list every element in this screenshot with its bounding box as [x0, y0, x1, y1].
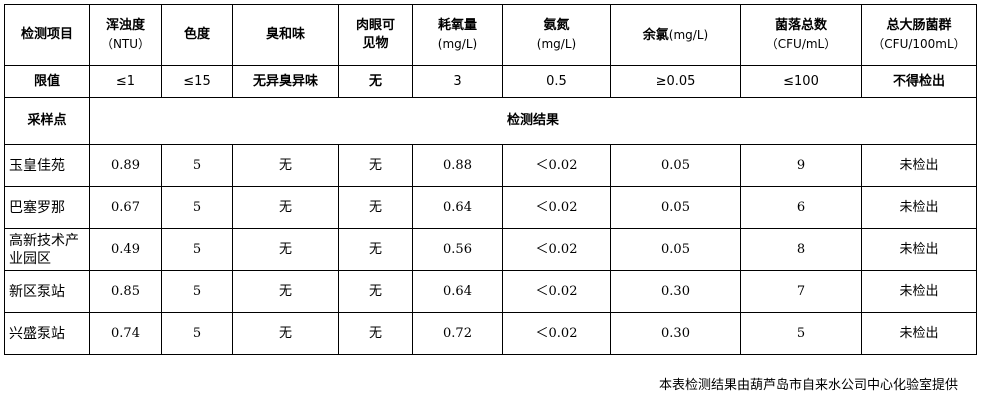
sampling-point: 新区泵站: [4, 270, 90, 313]
header-cell: 肉眼可见物: [338, 4, 413, 66]
limit-cell: 限值: [4, 65, 90, 98]
result-cell: 0.05: [610, 144, 741, 187]
result-cell: 0.74: [89, 312, 162, 355]
sampling-point: 兴盛泵站: [4, 312, 90, 355]
header-name: 检测项目: [20, 27, 73, 42]
limit-cell: ≤100: [740, 65, 862, 98]
header-unit: （NTU）: [100, 37, 151, 51]
result-cell: 无: [232, 228, 339, 271]
header-name: 浑浊度: [105, 18, 145, 33]
table-row: 玉皇佳苑 0.89 5 无无 0.88 ＜0.02 0.05 9 未检出: [4, 144, 977, 187]
results-label: 检测结果: [89, 97, 977, 145]
limit-cell: 无: [338, 65, 413, 98]
sampling-point: 高新技术产业园区: [4, 228, 90, 271]
result-cell: 无: [338, 228, 413, 271]
result-cell: 未检出: [861, 186, 977, 229]
table-row: 高新技术产业园区 0.49 5 无无 0.56 ＜0.02 0.05 8 未检出: [4, 228, 977, 271]
header-name: 耗氧量: [437, 18, 477, 33]
result-cell: 0.30: [610, 270, 741, 313]
result-cell: 无: [338, 312, 413, 355]
section-row: 采样点 检测结果: [4, 97, 977, 145]
result-cell: 0.72: [412, 312, 503, 355]
result-cell: 未检出: [861, 144, 977, 187]
result-cell: ＜0.02: [502, 312, 611, 355]
result-cell: 无: [232, 312, 339, 355]
header-unit: （CFU/mL）: [765, 37, 837, 51]
result-cell: 未检出: [861, 228, 977, 271]
header-cell: 菌落总数 （CFU/mL）: [740, 4, 862, 66]
header-name: 氨氮: [543, 18, 570, 33]
header-cell: 氨氮 (mg/L): [502, 4, 611, 66]
header-cell: 检测项目: [4, 4, 90, 66]
result-cell: 0.88: [412, 144, 503, 187]
result-cell: 0.05: [610, 186, 741, 229]
header-name: 总大肠菌群: [886, 18, 952, 33]
header-name: 菌落总数: [774, 18, 827, 33]
result-cell: 8: [740, 228, 862, 271]
limit-cell: 不得检出: [861, 65, 977, 98]
limit-cell: 0.5: [502, 65, 611, 98]
table-row: 巴塞罗那 0.67 5 无无 0.64 ＜0.02 0.05 6 未检出: [4, 186, 977, 229]
header-name: 余氯: [642, 27, 669, 43]
result-cell: 无: [232, 270, 339, 313]
result-cell: 无: [338, 144, 413, 187]
result-cell: 5: [161, 186, 233, 229]
sampling-point: 巴塞罗那: [4, 186, 90, 229]
result-cell: 0.05: [610, 228, 741, 271]
sampling-point: 玉皇佳苑: [4, 144, 90, 187]
result-cell: ＜0.02: [502, 144, 611, 187]
header-name: 色度: [183, 27, 210, 42]
result-cell: 0.30: [610, 312, 741, 355]
header-unit: (mg/L): [536, 37, 577, 51]
limit-cell: 3: [412, 65, 503, 98]
result-cell: ＜0.02: [502, 270, 611, 313]
result-cell: ＜0.02: [502, 228, 611, 271]
limits-row: 限值 ≤1 ≤15 无异臭异味无 3 0.5 ≥0.05 ≤100 不得检出: [4, 65, 977, 98]
result-cell: 无: [232, 186, 339, 229]
result-cell: 7: [740, 270, 862, 313]
header-cell: 色度: [161, 4, 233, 66]
result-cell: 0.67: [89, 186, 162, 229]
result-cell: 0.85: [89, 270, 162, 313]
header-name: 肉眼可见物: [355, 18, 395, 51]
result-cell: 无: [338, 270, 413, 313]
header-unit: (mg/L): [437, 37, 478, 51]
header-name: 臭和味: [265, 27, 305, 42]
result-cell: 0.64: [412, 186, 503, 229]
result-cell: 无: [232, 144, 339, 187]
result-cell: 0.56: [412, 228, 503, 271]
result-cell: 5: [161, 228, 233, 271]
limit-cell: ≤1: [89, 65, 162, 98]
result-cell: 0.64: [412, 270, 503, 313]
result-cell: 5: [161, 270, 233, 313]
table-row: 兴盛泵站 0.74 5 无无 0.72 ＜0.02 0.30 5 未检出: [4, 312, 977, 355]
header-cell: 余氯(mg/L): [610, 4, 741, 66]
result-cell: 6: [740, 186, 862, 229]
header-row: 检测项目 浑浊度 （NTU） 色度 臭和味 肉眼可见物 耗氧量 (mg/L) 氨氮 (mg/L) 余…: [4, 4, 977, 66]
header-cell: 浑浊度 （NTU）: [89, 4, 162, 66]
sampling-point-label: 采样点: [4, 97, 90, 145]
result-cell: 未检出: [861, 270, 977, 313]
limit-cell: ≥0.05: [610, 65, 741, 98]
result-cell: 5: [161, 144, 233, 187]
result-cell: 0.89: [89, 144, 162, 187]
result-cell: 无: [338, 186, 413, 229]
result-cell: 5: [161, 312, 233, 355]
limit-cell: 无异臭异味: [232, 65, 339, 98]
header-cell: 总大肠菌群 （CFU/100mL）: [861, 4, 977, 66]
header-unit: （CFU/100mL）: [872, 37, 966, 51]
result-cell: ＜0.02: [502, 186, 611, 229]
limit-cell: ≤15: [161, 65, 233, 98]
result-cell: 0.49: [89, 228, 162, 271]
result-cell: 未检出: [861, 312, 977, 355]
footer-note: 本表检测结果由葫芦岛市自来水公司中心化验室提供: [658, 378, 958, 393]
result-cell: 9: [740, 144, 862, 187]
header-unit: (mg/L): [668, 27, 709, 42]
water-quality-table: 检测项目 浑浊度 （NTU） 色度 臭和味 肉眼可见物 耗氧量 (mg/L) 氨氮 (mg/L) 余…: [4, 4, 977, 355]
table-row: 新区泵站 0.85 5 无无 0.64 ＜0.02 0.30 7 未检出: [4, 270, 977, 313]
header-cell: 臭和味: [232, 4, 339, 66]
result-cell: 5: [740, 312, 862, 355]
header-cell: 耗氧量 (mg/L): [412, 4, 503, 66]
